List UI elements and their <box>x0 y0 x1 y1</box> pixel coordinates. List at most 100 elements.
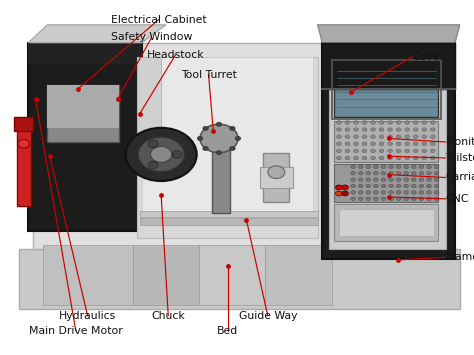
Circle shape <box>419 171 424 175</box>
Circle shape <box>337 149 341 153</box>
Circle shape <box>379 149 384 153</box>
Circle shape <box>388 135 392 138</box>
Circle shape <box>336 185 342 190</box>
Circle shape <box>427 165 431 169</box>
Bar <box>332 60 441 119</box>
Circle shape <box>404 191 409 194</box>
Circle shape <box>172 151 182 158</box>
Circle shape <box>374 171 378 175</box>
Polygon shape <box>322 43 455 89</box>
Circle shape <box>411 165 416 169</box>
Circle shape <box>419 178 424 181</box>
Text: Tailstock: Tailstock <box>446 153 474 163</box>
Circle shape <box>404 171 409 175</box>
Circle shape <box>268 166 285 179</box>
Circle shape <box>389 165 393 169</box>
Circle shape <box>371 149 375 153</box>
Circle shape <box>366 178 371 181</box>
Bar <box>334 121 438 162</box>
Bar <box>334 62 438 117</box>
Circle shape <box>411 178 416 181</box>
Circle shape <box>427 171 431 175</box>
Circle shape <box>434 165 439 169</box>
Circle shape <box>413 135 418 138</box>
Circle shape <box>345 135 350 138</box>
Polygon shape <box>322 43 455 259</box>
Circle shape <box>411 171 416 175</box>
Circle shape <box>430 149 435 153</box>
Circle shape <box>389 197 393 201</box>
Circle shape <box>342 185 348 190</box>
Circle shape <box>366 184 371 188</box>
Polygon shape <box>47 85 118 142</box>
Bar <box>133 245 199 305</box>
Circle shape <box>342 191 348 196</box>
Circle shape <box>379 156 384 160</box>
Circle shape <box>411 184 416 188</box>
Circle shape <box>427 178 431 181</box>
Polygon shape <box>142 57 313 220</box>
Circle shape <box>413 156 418 160</box>
Circle shape <box>381 171 386 175</box>
Circle shape <box>389 191 393 194</box>
Polygon shape <box>28 25 166 43</box>
Polygon shape <box>47 85 118 128</box>
Text: Guide Way: Guide Way <box>238 311 297 321</box>
Circle shape <box>396 165 401 169</box>
Circle shape <box>404 178 409 181</box>
Circle shape <box>362 135 367 138</box>
Circle shape <box>351 191 356 194</box>
Circle shape <box>351 178 356 181</box>
Circle shape <box>405 128 410 131</box>
Circle shape <box>388 156 392 160</box>
Circle shape <box>413 142 418 146</box>
Bar <box>212 149 230 213</box>
Circle shape <box>434 171 439 175</box>
Text: Monitor: Monitor <box>446 137 474 147</box>
Circle shape <box>419 165 424 169</box>
Circle shape <box>362 156 367 160</box>
Circle shape <box>422 149 427 153</box>
Circle shape <box>374 178 378 181</box>
Circle shape <box>405 149 410 153</box>
Text: Tool Turret: Tool Turret <box>181 70 237 80</box>
Circle shape <box>396 149 401 153</box>
Circle shape <box>404 184 409 188</box>
Circle shape <box>434 191 439 194</box>
Circle shape <box>351 197 356 201</box>
Bar <box>43 245 133 305</box>
Circle shape <box>366 197 371 201</box>
Bar <box>339 209 434 236</box>
Circle shape <box>419 184 424 188</box>
Circle shape <box>362 149 367 153</box>
Circle shape <box>396 191 401 194</box>
Circle shape <box>427 191 431 194</box>
Text: Chuck: Chuck <box>151 311 185 321</box>
Text: Frame: Frame <box>446 252 474 262</box>
Circle shape <box>411 191 416 194</box>
Circle shape <box>379 121 384 124</box>
Text: Carriage: Carriage <box>446 173 474 182</box>
Circle shape <box>427 184 431 188</box>
Circle shape <box>203 146 209 151</box>
Circle shape <box>422 121 427 124</box>
Circle shape <box>422 135 427 138</box>
Text: Bed: Bed <box>217 326 238 336</box>
Circle shape <box>366 191 371 194</box>
Text: Safety Window: Safety Window <box>111 32 192 42</box>
Circle shape <box>434 184 439 188</box>
Polygon shape <box>17 124 31 206</box>
Circle shape <box>430 121 435 124</box>
Circle shape <box>354 156 358 160</box>
Circle shape <box>405 142 410 146</box>
Circle shape <box>229 126 235 131</box>
Circle shape <box>434 197 439 201</box>
Polygon shape <box>14 117 33 131</box>
Circle shape <box>371 128 375 131</box>
Circle shape <box>374 184 378 188</box>
Bar <box>334 204 438 241</box>
Text: Electrical Cabinet: Electrical Cabinet <box>111 15 207 24</box>
Circle shape <box>371 156 375 160</box>
Circle shape <box>381 197 386 201</box>
Circle shape <box>362 128 367 131</box>
